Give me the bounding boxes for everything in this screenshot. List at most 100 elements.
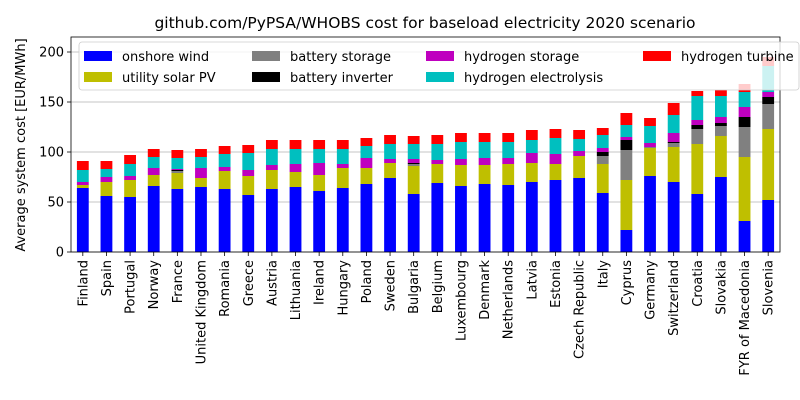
- bar-lithuania-hydrogen-turbine: [289, 140, 302, 149]
- bar-netherlands-onshore-wind: [502, 185, 515, 252]
- bar-bulgaria-utility-solar-PV: [407, 166, 420, 194]
- bar-poland-hydrogen-storage: [360, 158, 373, 168]
- bar-hungary-hydrogen-storage: [336, 164, 349, 168]
- bar-finland-utility-solar-PV: [76, 185, 89, 188]
- x-tick-label: Germany: [644, 260, 659, 320]
- bar-united-kingdom-hydrogen-turbine: [195, 149, 207, 157]
- bar-greece-hydrogen-electrolysis: [242, 153, 255, 170]
- x-tick-label: Poland: [360, 260, 375, 303]
- legend-swatch-hydrogen-electrolysis: [426, 72, 454, 82]
- bar-italy-onshore-wind: [596, 193, 609, 252]
- bar-cyprus-battery-storage: [620, 150, 633, 180]
- y-tick-label: 0: [56, 246, 64, 261]
- bar-denmark-hydrogen-electrolysis: [478, 142, 491, 158]
- bar-italy-hydrogen-turbine: [596, 128, 609, 135]
- bar-latvia-hydrogen-electrolysis: [525, 140, 538, 153]
- legend-label-utility-solar-PV: utility solar PV: [122, 71, 216, 86]
- bar-luxembourg-hydrogen-electrolysis: [455, 142, 467, 159]
- bar-croatia-onshore-wind: [691, 194, 704, 252]
- bar-slovakia-hydrogen-electrolysis: [715, 96, 727, 117]
- bar-estonia-utility-solar-PV: [549, 164, 562, 180]
- bar-estonia-hydrogen-turbine: [549, 129, 562, 138]
- x-tick-label: Estonia: [549, 260, 564, 308]
- bar-slovakia-hydrogen-storage: [715, 117, 727, 123]
- legend-swatch-onshore-wind: [84, 51, 112, 61]
- bar-bulgaria-battery-storage: [407, 164, 420, 166]
- bar-slovakia-onshore-wind: [715, 177, 727, 252]
- x-tick-label: Switzerland: [667, 260, 682, 336]
- bar-italy-battery-inverter: [596, 152, 609, 156]
- bar-croatia-battery-storage: [691, 129, 704, 144]
- x-tick-label: Slovakia: [714, 260, 729, 315]
- bar-greece-utility-solar-PV: [242, 176, 255, 195]
- bar-germany-hydrogen-turbine: [644, 118, 656, 126]
- bar-norway-hydrogen-electrolysis: [147, 157, 160, 168]
- bar-cyprus-battery-inverter: [620, 140, 633, 150]
- bar-denmark-onshore-wind: [478, 184, 491, 252]
- bar-fyr-of-macedonia-onshore-wind: [738, 221, 751, 252]
- bar-france-hydrogen-storage: [171, 169, 184, 170]
- bar-switzerland-hydrogen-electrolysis: [667, 115, 680, 133]
- bar-czech-republic-hydrogen-electrolysis: [573, 139, 586, 151]
- bar-austria-hydrogen-storage: [265, 165, 278, 170]
- bar-czech-republic-onshore-wind: [573, 178, 586, 252]
- bar-croatia-hydrogen-electrolysis: [691, 96, 704, 120]
- bar-spain-utility-solar-PV: [100, 182, 113, 196]
- bar-slovakia-battery-inverter: [715, 123, 727, 126]
- bar-austria-onshore-wind: [265, 189, 278, 252]
- bar-luxembourg-hydrogen-turbine: [455, 133, 467, 142]
- bar-france-hydrogen-electrolysis: [171, 158, 184, 169]
- bar-netherlands-hydrogen-turbine: [502, 133, 515, 142]
- legend-label-onshore-wind: onshore wind: [122, 50, 209, 65]
- bar-belgium-onshore-wind: [431, 183, 444, 252]
- bar-luxembourg-utility-solar-PV: [455, 165, 467, 186]
- x-tick-label: Spain: [100, 260, 115, 296]
- bar-slovakia-hydrogen-turbine: [715, 90, 727, 96]
- bar-hungary-hydrogen-turbine: [336, 140, 349, 149]
- x-tick-label: Hungary: [336, 260, 351, 316]
- bar-poland-hydrogen-electrolysis: [360, 146, 373, 158]
- x-tick-label: Sweden: [384, 260, 399, 311]
- bar-estonia-hydrogen-storage: [549, 154, 562, 164]
- bar-hungary-hydrogen-electrolysis: [336, 149, 349, 164]
- bar-austria-hydrogen-turbine: [265, 140, 278, 149]
- bar-sweden-onshore-wind: [384, 178, 396, 252]
- bar-czech-republic-hydrogen-storage: [573, 151, 586, 156]
- bar-latvia-hydrogen-turbine: [525, 130, 538, 140]
- x-tick-label: Finland: [76, 260, 91, 306]
- x-tick-label: Slovenia: [762, 260, 777, 315]
- bar-spain-hydrogen-electrolysis: [100, 169, 113, 177]
- x-tick-label: Italy: [596, 260, 611, 289]
- bar-germany-battery-storage: [644, 147, 656, 148]
- bar-switzerland-hydrogen-turbine: [667, 103, 680, 115]
- x-tick-label: Czech Republic: [573, 260, 588, 359]
- bar-austria-hydrogen-electrolysis: [265, 149, 278, 165]
- bar-cyprus-onshore-wind: [620, 230, 633, 252]
- bar-lithuania-hydrogen-storage: [289, 164, 302, 172]
- bar-croatia-hydrogen-turbine: [691, 91, 704, 96]
- bar-germany-onshore-wind: [644, 176, 656, 252]
- bar-poland-hydrogen-turbine: [360, 138, 373, 146]
- bar-romania-hydrogen-storage: [218, 167, 231, 171]
- bar-switzerland-hydrogen-storage: [667, 133, 680, 142]
- bar-bulgaria-battery-inverter: [407, 163, 420, 164]
- x-tick-label: Lithuania: [289, 260, 304, 320]
- bar-cyprus-hydrogen-storage: [620, 137, 633, 140]
- bar-switzerland-utility-solar-PV: [667, 147, 680, 182]
- bar-denmark-hydrogen-turbine: [478, 133, 491, 142]
- legend-swatch-battery-storage: [252, 51, 280, 61]
- bar-cyprus-hydrogen-turbine: [620, 113, 633, 125]
- plot-frame: [70, 36, 781, 253]
- bar-slovenia-hydrogen-storage: [762, 92, 775, 97]
- x-tick-label: Denmark: [478, 260, 493, 320]
- legend-label-hydrogen-turbine: hydrogen turbine: [681, 50, 794, 65]
- bar-italy-utility-solar-PV: [596, 164, 609, 193]
- x-tick-label: Romania: [218, 260, 233, 317]
- bar-united-kingdom-hydrogen-electrolysis: [195, 157, 207, 168]
- bar-germany-hydrogen-electrolysis: [644, 126, 656, 143]
- bar-netherlands-utility-solar-PV: [502, 164, 515, 185]
- bar-netherlands-hydrogen-electrolysis: [502, 142, 515, 158]
- bar-denmark-hydrogen-storage: [478, 158, 491, 165]
- bar-norway-utility-solar-PV: [147, 175, 160, 186]
